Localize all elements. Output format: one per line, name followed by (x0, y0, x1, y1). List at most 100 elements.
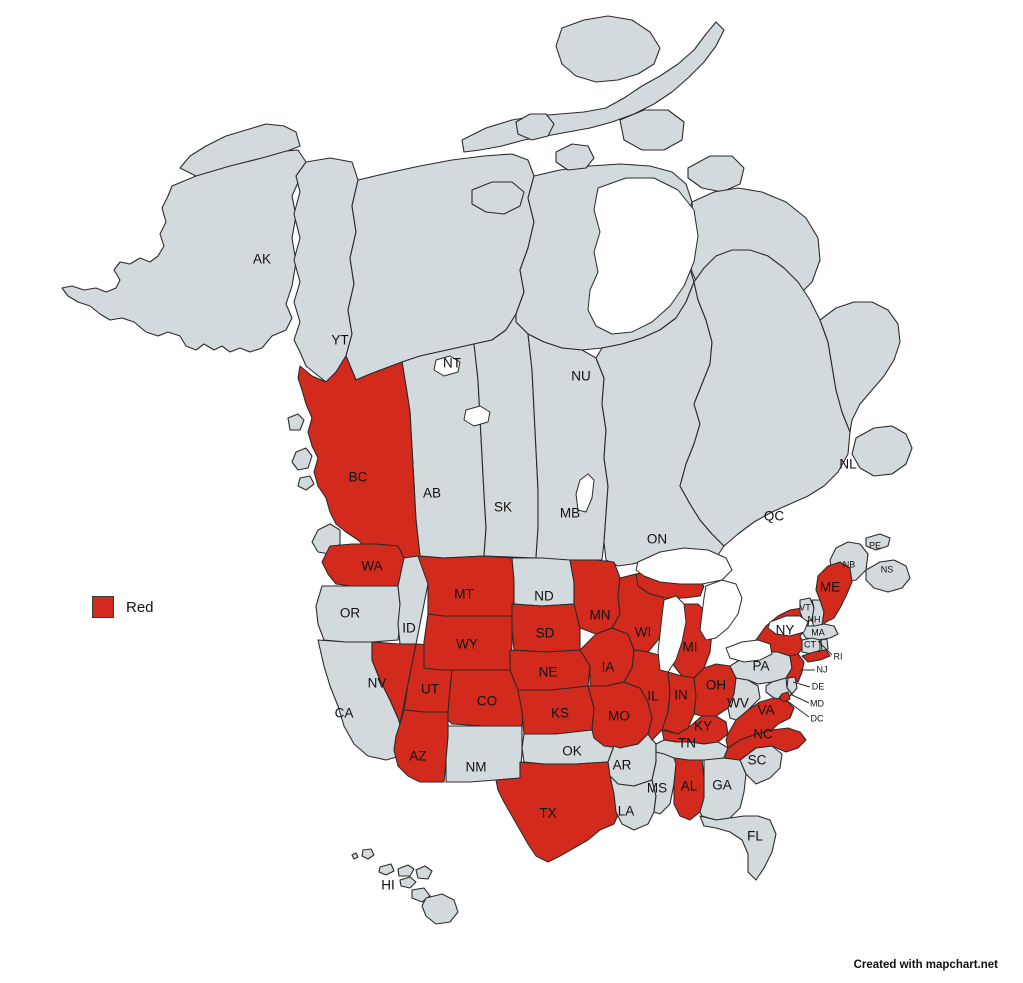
region-labels: AK HI WA OR CA ID NV UT AZ MT WY CO NM ND SD NE KS OK TX MN… (253, 252, 893, 893)
usa-regions (316, 355, 852, 924)
region-FL[interactable] (700, 816, 776, 880)
region-label-AR: AR (613, 758, 632, 773)
region-label-NB: NB (843, 559, 856, 569)
region-label-CO: CO (477, 694, 497, 709)
region-NU-island-7[interactable] (688, 156, 744, 192)
region-label-IN: IN (674, 688, 688, 703)
region-NU-island-6[interactable] (620, 110, 684, 150)
region-label-GA: GA (712, 778, 732, 793)
map-attribution: Created with mapchart.net (853, 959, 998, 971)
region-label-MI: MI (683, 640, 698, 655)
region-WV[interactable] (728, 678, 760, 720)
region-label-WA: WA (361, 559, 382, 574)
region-label-RI: RI (834, 651, 843, 661)
region-ME[interactable] (816, 562, 852, 626)
region-NL[interactable] (820, 302, 900, 432)
region-label-PE: PE (869, 540, 881, 550)
region-label-VA: VA (757, 703, 774, 718)
region-label-IA: IA (602, 660, 615, 675)
region-label-CA: CA (335, 706, 354, 721)
region-AK-north[interactable] (180, 124, 300, 176)
region-BC-haida-gwaii[interactable] (292, 448, 312, 470)
region-label-MT: MT (454, 587, 474, 602)
region-label-ON: ON (647, 532, 667, 547)
region-label-MS: MS (647, 781, 667, 796)
lake-huron (699, 579, 743, 641)
hudson-bay-water (587, 177, 699, 335)
region-label-NT: NT (443, 356, 461, 371)
region-LA[interactable] (610, 776, 656, 830)
region-BC-island-small[interactable] (288, 414, 304, 430)
region-label-TN: TN (678, 736, 696, 751)
region-label-MO: MO (608, 709, 630, 724)
region-label-ID: ID (402, 621, 416, 636)
lake-winnipeg (575, 473, 595, 513)
region-HI[interactable] (352, 849, 458, 924)
region-NU-island-2[interactable] (556, 16, 660, 82)
region-label-YT: YT (331, 333, 348, 348)
region-label-MB: MB (560, 506, 580, 521)
region-label-SD: SD (536, 626, 555, 641)
region-label-WY: WY (456, 637, 478, 652)
region-label-DE: DE (812, 681, 825, 691)
region-label-NC: NC (753, 727, 773, 742)
region-label-SK: SK (494, 500, 512, 515)
region-NU-island-4[interactable] (516, 114, 554, 140)
region-RI[interactable] (821, 639, 828, 651)
region-OR[interactable] (316, 586, 400, 642)
region-NS[interactable] (866, 560, 910, 592)
region-label-SC: SC (748, 753, 767, 768)
region-label-LA: LA (618, 804, 635, 819)
region-MB[interactable] (528, 334, 608, 560)
region-NV[interactable] (372, 642, 416, 724)
region-label-MA: MA (811, 627, 825, 637)
great-slave-lake (463, 405, 491, 427)
region-label-OK: OK (562, 744, 582, 759)
region-label-FL: FL (747, 829, 763, 844)
region-BC-island-small-2[interactable] (298, 476, 314, 490)
region-label-AK: AK (253, 252, 271, 267)
map-legend: Red (92, 596, 154, 618)
region-label-VT: VT (799, 602, 811, 612)
region-label-MD: MD (810, 698, 824, 708)
lake-ontario (767, 615, 809, 637)
label-leader-lines (785, 640, 833, 718)
region-label-NU: NU (571, 369, 591, 384)
region-label-WI: WI (635, 625, 652, 640)
region-label-CT: CT (804, 639, 816, 649)
region-label-MN: MN (590, 608, 611, 623)
leader-line-DE (792, 681, 811, 688)
region-NU-island-3[interactable] (472, 182, 524, 214)
region-label-NE: NE (539, 665, 558, 680)
region-label-NV: NV (368, 676, 387, 691)
region-QC[interactable] (680, 250, 850, 546)
region-BC[interactable] (298, 356, 420, 562)
region-NY-long-island[interactable] (802, 650, 830, 662)
region-ID[interactable] (398, 556, 428, 644)
region-label-HI: HI (381, 878, 395, 893)
region-VA[interactable] (726, 698, 794, 748)
great-lakes (433, 355, 809, 673)
legend-swatch-red[interactable] (92, 596, 114, 618)
region-NL-island[interactable] (852, 426, 912, 476)
region-label-NS: NS (881, 564, 894, 574)
region-MA[interactable] (802, 624, 838, 640)
region-label-NL: NL (839, 457, 857, 472)
region-label-NY: NY (776, 623, 795, 638)
region-label-ME: ME (820, 580, 840, 595)
region-CT[interactable] (802, 638, 820, 654)
region-label-AZ: AZ (409, 749, 426, 764)
region-NJ[interactable] (786, 654, 804, 682)
region-PE[interactable] (866, 534, 890, 550)
region-label-QC: QC (764, 509, 785, 524)
leader-line-DC (785, 699, 810, 718)
region-NU-island-5[interactable] (556, 144, 594, 170)
region-label-BC: BC (349, 470, 368, 485)
legend-label-red: Red (126, 598, 154, 616)
region-label-IL: IL (647, 689, 659, 704)
region-label-DC: DC (811, 713, 824, 723)
canada-regions (62, 16, 912, 592)
region-TX[interactable] (496, 762, 620, 862)
region-AZ[interactable] (394, 710, 448, 782)
